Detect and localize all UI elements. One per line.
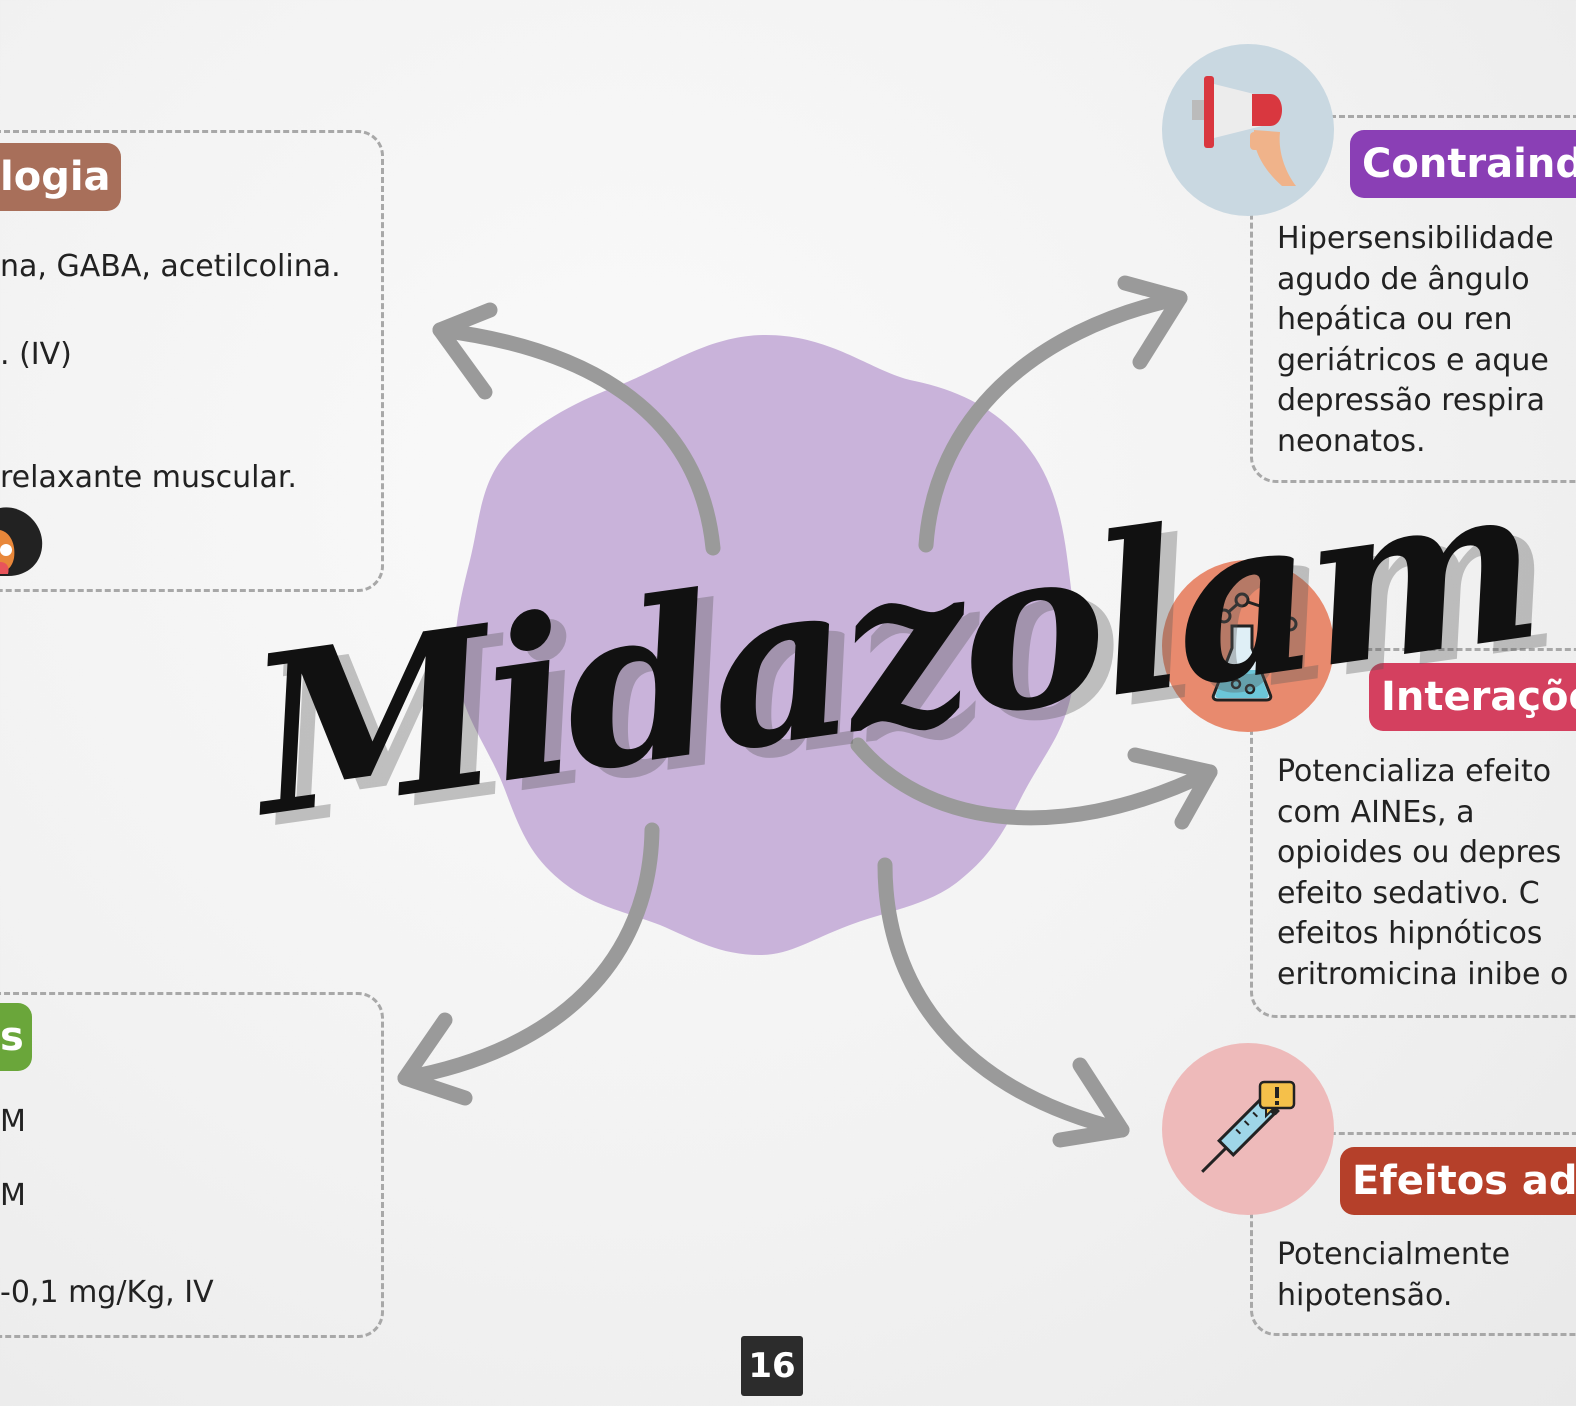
arrow-head-efeitos <box>1052 1057 1130 1148</box>
arrow-to-doses <box>397 822 660 1086</box>
arrow-to-interacoes <box>850 737 1218 826</box>
contraindicacoes-box <box>1250 115 1576 483</box>
contraindicacoes-heading: Contraind <box>1350 130 1576 198</box>
arrow-to-contraindicacoes <box>918 290 1188 553</box>
arrow-head-doses <box>397 1012 473 1106</box>
efeitos-adversos-heading: Efeitos adv <box>1340 1147 1576 1215</box>
arrow-to-farmacologia <box>432 322 721 556</box>
arrow-head-farmacologia <box>432 302 498 400</box>
arrow-to-efeitos <box>877 857 1130 1138</box>
page-number: 16 <box>741 1336 803 1396</box>
contraindicacoes-icon-circle <box>1162 44 1334 216</box>
interacoes-box <box>1250 648 1576 1018</box>
doses-box <box>0 992 384 1338</box>
farmacologia-line-3: relaxante muscular. <box>0 460 297 495</box>
interacoes-heading: Interaçõe <box>1369 663 1576 731</box>
syringe-warning-icon <box>1201 1080 1296 1173</box>
doses-line-2: M <box>0 1178 26 1213</box>
farmacologia-line-1: na, GABA, acetilcolina. <box>0 249 341 284</box>
efeitos-adversos-box <box>1250 1132 1576 1336</box>
arrow-head-contraindicacoes <box>1117 275 1188 370</box>
farmacologia-box <box>0 130 384 592</box>
farmacologia-line-2: . (IV) <box>0 337 72 372</box>
farmacologia-heading: logia <box>0 143 121 211</box>
flask-molecule-icon <box>1194 592 1298 702</box>
interacoes-text: Potencializa efeito com AINEs, a opioide… <box>1277 754 1569 992</box>
contraindicacoes-text: Hipersensibilidade agudo de ângulo hepát… <box>1277 221 1554 459</box>
doses-heading: s <box>0 1003 32 1071</box>
doses-line-1: M <box>0 1104 26 1139</box>
arrow-head-interacoes <box>1127 747 1218 830</box>
efeitos-adversos-text: Potencialmente hipotensão. <box>1277 1237 1511 1313</box>
megaphone-icon <box>1192 76 1296 186</box>
doses-line-3: -0,1 mg/Kg, IV <box>0 1275 214 1310</box>
dog-face-icon <box>0 507 43 576</box>
